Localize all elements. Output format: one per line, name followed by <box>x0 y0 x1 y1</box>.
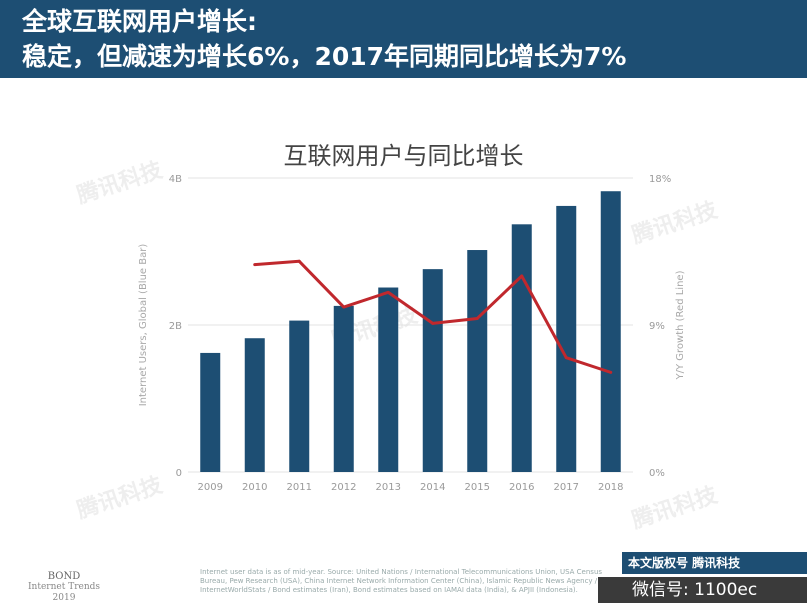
bar <box>600 191 621 473</box>
x-tick-label: 2010 <box>242 482 267 493</box>
x-tick-label: 2017 <box>554 482 579 493</box>
bar <box>378 287 399 472</box>
bond-logo: BOND Internet Trends 2019 <box>28 571 100 604</box>
bar <box>422 269 443 472</box>
headline-subtitle: 稳定，但减速为增长6%，2017年同期同比增长为7% <box>22 42 627 71</box>
x-tick-label: 2013 <box>376 482 401 493</box>
growth-point <box>609 370 613 374</box>
bar <box>244 338 265 472</box>
y-left-axis-label: Internet Users, Global (Blue Bar) <box>138 244 149 407</box>
x-tick-label: 2018 <box>598 482 623 493</box>
y-right-axis-label: Y/Y Growth (Red Line) <box>675 270 686 380</box>
growth-point <box>342 305 346 309</box>
y-right-tick-label: 9% <box>649 321 665 332</box>
bar <box>333 305 354 472</box>
header-banner: 全球互联网用户增长: 稳定，但减速为增长6%，2017年同期同比增长为7% <box>0 0 807 78</box>
x-tick-label: 2014 <box>420 482 445 493</box>
growth-point <box>386 290 390 294</box>
x-tick-label: 2011 <box>287 482 312 493</box>
growth-point <box>475 316 479 320</box>
headline-title: 全球互联网用户增长: <box>22 7 257 36</box>
bar <box>556 205 577 472</box>
chart-title: 互联网用户与同比增长 <box>283 142 524 170</box>
bond-year: 2019 <box>52 593 76 603</box>
growth-point <box>431 321 435 325</box>
y-left-tick-label: 4B <box>169 174 182 185</box>
growth-point <box>520 274 524 278</box>
x-tick-label: 2016 <box>509 482 534 493</box>
bond-subtitle: Internet Trends <box>28 582 101 592</box>
x-tick-label: 2012 <box>331 482 356 493</box>
y-left-tick-label: 0 <box>176 468 182 479</box>
y-left-tick-label: 2B <box>169 321 182 332</box>
bar <box>289 320 310 472</box>
x-tick-label: 2015 <box>465 482 490 493</box>
bar <box>200 352 221 472</box>
x-tick-label: 2009 <box>198 482 223 493</box>
source-note: Internet user data is as of mid-year. So… <box>200 568 603 594</box>
growth-point <box>297 259 301 263</box>
bar <box>511 224 532 472</box>
wechat-id: 微信号: 1100ec <box>598 577 807 603</box>
y-right-tick-label: 18% <box>649 174 671 185</box>
growth-point <box>253 263 257 267</box>
bond-title: BOND <box>47 571 81 582</box>
bar <box>467 250 488 472</box>
growth-point <box>564 356 568 360</box>
y-right-tick-label: 0% <box>649 468 665 479</box>
brand-bar: 本文版权号 腾讯科技 <box>622 552 807 574</box>
